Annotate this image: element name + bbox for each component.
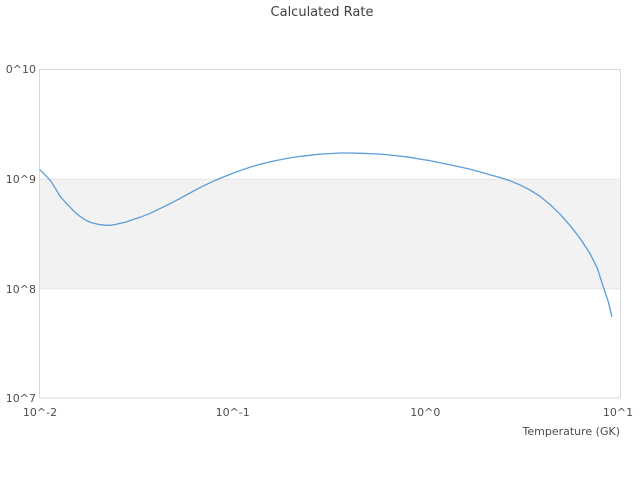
chart-title: Calculated Rate [271,5,374,20]
x-tick-label-1e-2: 10^-2 [23,406,57,419]
y-tick-label-1e9: 10^9 [6,173,36,186]
shaded-band [39,179,621,289]
x-tick-label-1e1: 10^1 [603,406,633,419]
x-axis-label: Temperature (GK) [522,425,621,438]
plot-border [39,69,621,399]
rate-curve-line [39,152,613,317]
y-tick-label-1e7: 10^7 [6,392,36,405]
x-tick-label-1e-1: 10^-1 [216,406,250,419]
y-tick-label-1e10: 0^10 [6,63,36,76]
x-tick-label-1e0: 10^0 [410,406,440,419]
y-tick-label-1e8: 10^8 [6,283,36,296]
